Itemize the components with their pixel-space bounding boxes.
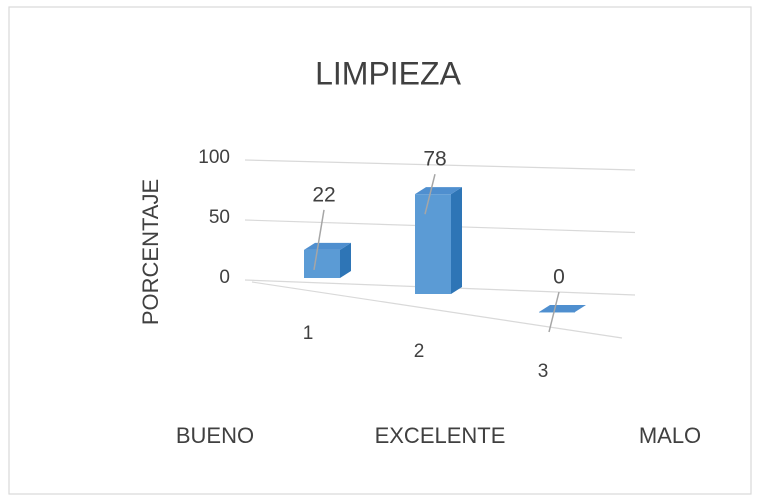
leader-line — [313, 209, 325, 270]
x-tick-label: 2 — [414, 341, 425, 362]
bar-side — [340, 242, 351, 278]
bar — [539, 305, 586, 313]
bar — [304, 242, 351, 278]
leader-line — [424, 173, 436, 215]
bar-front — [539, 312, 575, 313]
bar-front — [304, 249, 340, 278]
y-tick-label: 50 — [209, 207, 230, 228]
category-name: MALO — [639, 423, 701, 448]
bar-side — [451, 187, 462, 294]
value-label: 22 — [312, 183, 335, 206]
bar — [415, 187, 462, 294]
y-tick-label: 100 — [198, 147, 230, 168]
value-label: 0 — [553, 266, 565, 289]
y-tick-label: 0 — [219, 267, 230, 288]
category-name: EXCELENTE — [375, 423, 506, 448]
bar-top — [304, 242, 351, 250]
chart-title: LIMPIEZA — [315, 55, 461, 91]
bar-top — [539, 305, 586, 312]
category-name: BUENO — [176, 423, 254, 448]
leader-line — [548, 291, 560, 333]
grid-line — [244, 159, 636, 171]
floor-edge — [251, 281, 623, 339]
value-label: 78 — [423, 148, 446, 171]
bar-top — [415, 187, 462, 195]
x-tick-label: 1 — [303, 323, 314, 344]
chart-frame — [8, 6, 752, 495]
x-tick-label: 3 — [538, 361, 549, 382]
bar-front — [415, 194, 451, 294]
y-axis-title: PORCENTAJE — [138, 179, 163, 325]
